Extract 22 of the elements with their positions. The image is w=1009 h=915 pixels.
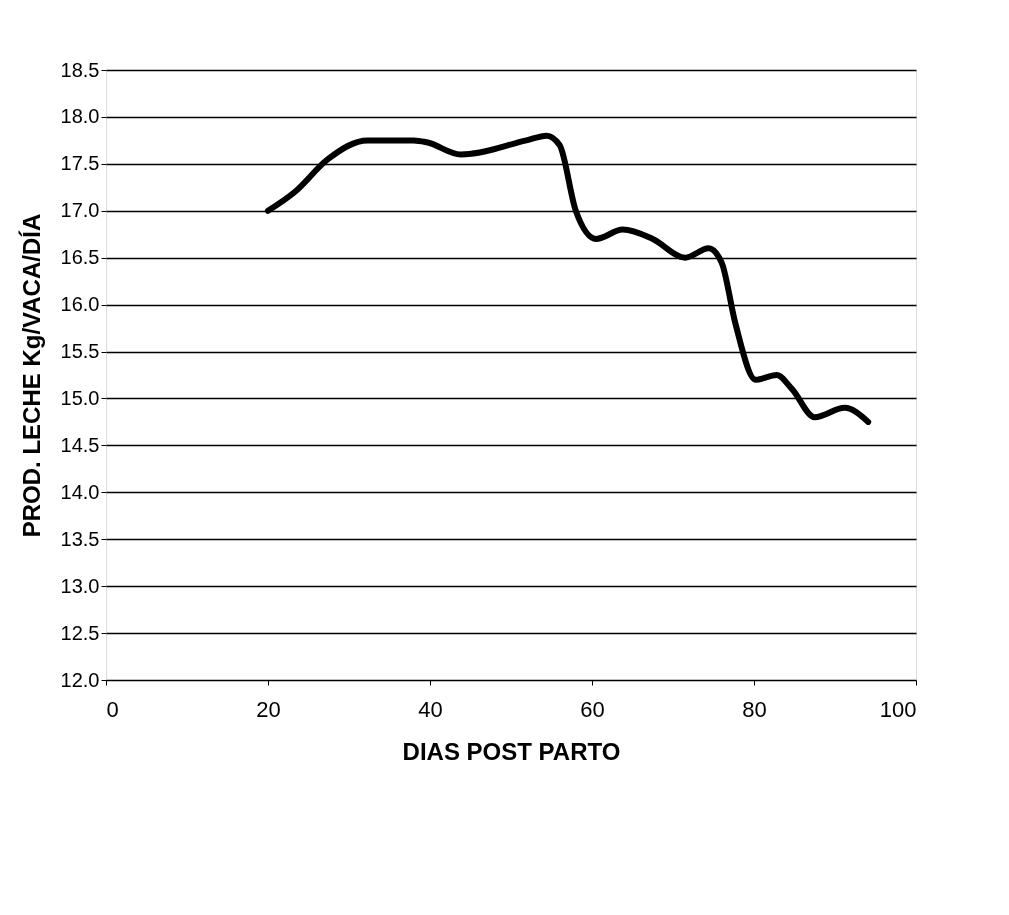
y-axis-title: PROD. LECHE Kg/VACA/DÍA [17, 213, 45, 538]
x-tick-label: 40 [418, 696, 443, 722]
y-tick-label: 13.5 [60, 527, 100, 550]
x-tick-label: 100 [879, 696, 917, 722]
y-tick-label: 15.0 [60, 386, 100, 409]
y-tick-label: 17.5 [60, 152, 100, 175]
x-tick-label: 20 [256, 696, 281, 722]
y-tick-label: 15.5 [60, 340, 100, 363]
x-tick-label: 0 [106, 696, 119, 722]
y-tick-label: 16.0 [60, 293, 100, 316]
y-tick-label: 12.5 [60, 621, 100, 644]
y-tick-label: 13.0 [60, 574, 100, 597]
x-tick-label: 80 [742, 696, 767, 722]
y-tick-label: 18.5 [60, 58, 100, 81]
y-tick-label: 18.0 [60, 105, 100, 128]
y-tick-label: 16.5 [60, 246, 100, 269]
y-tick-label: 14.0 [60, 480, 100, 503]
y-tick-label: 14.5 [60, 433, 100, 456]
y-tick-label: 17.0 [60, 199, 100, 222]
x-tick-label: 60 [580, 696, 605, 722]
y-tick-label: 12.0 [60, 668, 100, 691]
x-axis-title: DIAS POST PARTO [402, 737, 621, 765]
